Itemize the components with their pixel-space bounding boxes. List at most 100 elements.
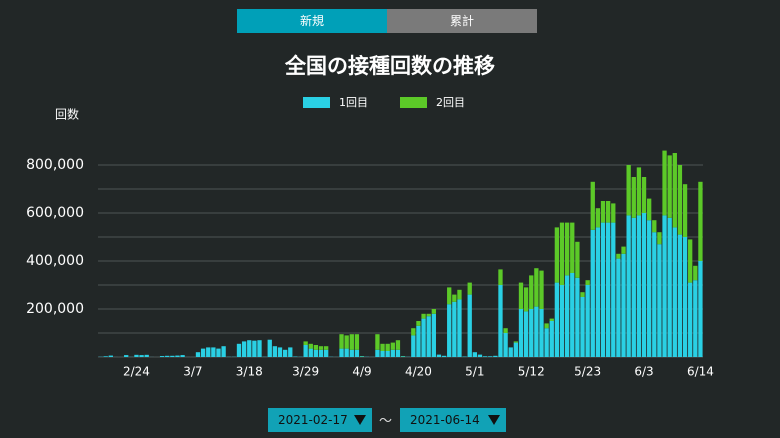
bar bbox=[539, 309, 544, 357]
bar bbox=[441, 355, 447, 357]
bar bbox=[549, 321, 554, 357]
bar bbox=[447, 287, 452, 305]
bar bbox=[667, 217, 672, 357]
bar bbox=[616, 253, 621, 259]
bar bbox=[303, 341, 308, 345]
bar bbox=[657, 232, 662, 245]
bar bbox=[595, 227, 601, 357]
bar bbox=[467, 294, 472, 357]
tab[interactable]: 新規 bbox=[237, 9, 387, 33]
y-tick-label: 400,000 bbox=[26, 253, 84, 269]
bar bbox=[585, 280, 590, 285]
legend-label: 2回目 bbox=[436, 96, 465, 109]
bar bbox=[380, 343, 385, 351]
bar bbox=[324, 346, 329, 350]
bar bbox=[595, 208, 601, 228]
bar bbox=[513, 341, 519, 343]
bar bbox=[457, 299, 462, 357]
x-tick-label: 3/29 bbox=[292, 365, 319, 379]
bar bbox=[621, 246, 626, 254]
bar bbox=[508, 347, 513, 357]
bar bbox=[677, 234, 683, 357]
bar bbox=[544, 323, 549, 329]
start-date-dropdown[interactable]: 2021-02-17 bbox=[268, 408, 372, 432]
bar bbox=[395, 349, 401, 357]
bar bbox=[698, 261, 703, 357]
x-tick-label: 6/3 bbox=[634, 365, 653, 379]
bar bbox=[605, 222, 611, 357]
bar bbox=[641, 213, 647, 357]
bar bbox=[482, 356, 488, 357]
bar bbox=[139, 355, 144, 357]
bar bbox=[159, 356, 165, 357]
bar bbox=[672, 153, 677, 228]
bar bbox=[518, 309, 524, 357]
bar bbox=[600, 201, 606, 223]
bar bbox=[467, 282, 472, 295]
bar bbox=[559, 222, 565, 285]
bar bbox=[390, 342, 395, 350]
bar bbox=[411, 328, 416, 336]
bar bbox=[585, 285, 590, 357]
bar bbox=[124, 355, 129, 357]
y-tick-label: 200,000 bbox=[26, 301, 84, 317]
bar bbox=[570, 222, 575, 273]
end-date-dropdown[interactable]: 2021-06-14 bbox=[400, 408, 506, 432]
dropdown-arrow bbox=[354, 415, 366, 425]
bar bbox=[503, 333, 508, 357]
bar bbox=[308, 343, 313, 349]
bar bbox=[554, 227, 560, 283]
bar bbox=[534, 306, 539, 357]
bar bbox=[134, 354, 139, 357]
bar bbox=[313, 349, 319, 357]
bar bbox=[400, 356, 406, 357]
x-tick-label: 3/7 bbox=[183, 365, 202, 379]
bar bbox=[216, 348, 221, 357]
bar bbox=[611, 222, 616, 357]
bar bbox=[426, 313, 431, 317]
bar bbox=[549, 318, 554, 321]
bar bbox=[421, 313, 426, 319]
bar bbox=[421, 318, 426, 357]
bar bbox=[359, 356, 365, 357]
bar bbox=[457, 289, 462, 300]
bar bbox=[621, 253, 626, 357]
bar bbox=[344, 335, 349, 349]
y-tick-label: 600,000 bbox=[26, 205, 84, 221]
bar bbox=[672, 227, 677, 357]
range-separator: ～ bbox=[379, 414, 393, 429]
bar bbox=[277, 347, 283, 357]
bar bbox=[529, 309, 534, 357]
bar bbox=[580, 297, 585, 357]
bar bbox=[211, 347, 216, 357]
bar bbox=[682, 237, 688, 357]
bar bbox=[498, 285, 503, 357]
bar bbox=[431, 313, 436, 357]
bar bbox=[385, 351, 390, 357]
bar bbox=[339, 334, 344, 349]
bar bbox=[108, 355, 113, 357]
bar bbox=[518, 282, 524, 309]
bar bbox=[698, 181, 703, 261]
bar bbox=[677, 165, 683, 235]
bar bbox=[513, 342, 519, 357]
bar bbox=[180, 355, 185, 357]
bar bbox=[636, 167, 642, 216]
bar bbox=[488, 356, 493, 357]
bar bbox=[339, 348, 344, 357]
bar bbox=[590, 229, 595, 357]
chart: 全国の接種回数の推移 回数 200,000 400,000 600,000 800,0… bbox=[26, 54, 714, 379]
bar bbox=[652, 232, 657, 357]
x-tick-label: 5/12 bbox=[518, 365, 545, 379]
bar bbox=[498, 269, 503, 285]
bar bbox=[252, 340, 257, 357]
bar bbox=[324, 349, 329, 357]
tab[interactable]: 累計 bbox=[387, 9, 537, 33]
x-tick-label: 5/1 bbox=[465, 365, 484, 379]
bar bbox=[175, 355, 180, 357]
bar bbox=[600, 222, 606, 357]
bar bbox=[564, 222, 570, 276]
bar bbox=[272, 346, 278, 357]
bar bbox=[616, 258, 621, 357]
